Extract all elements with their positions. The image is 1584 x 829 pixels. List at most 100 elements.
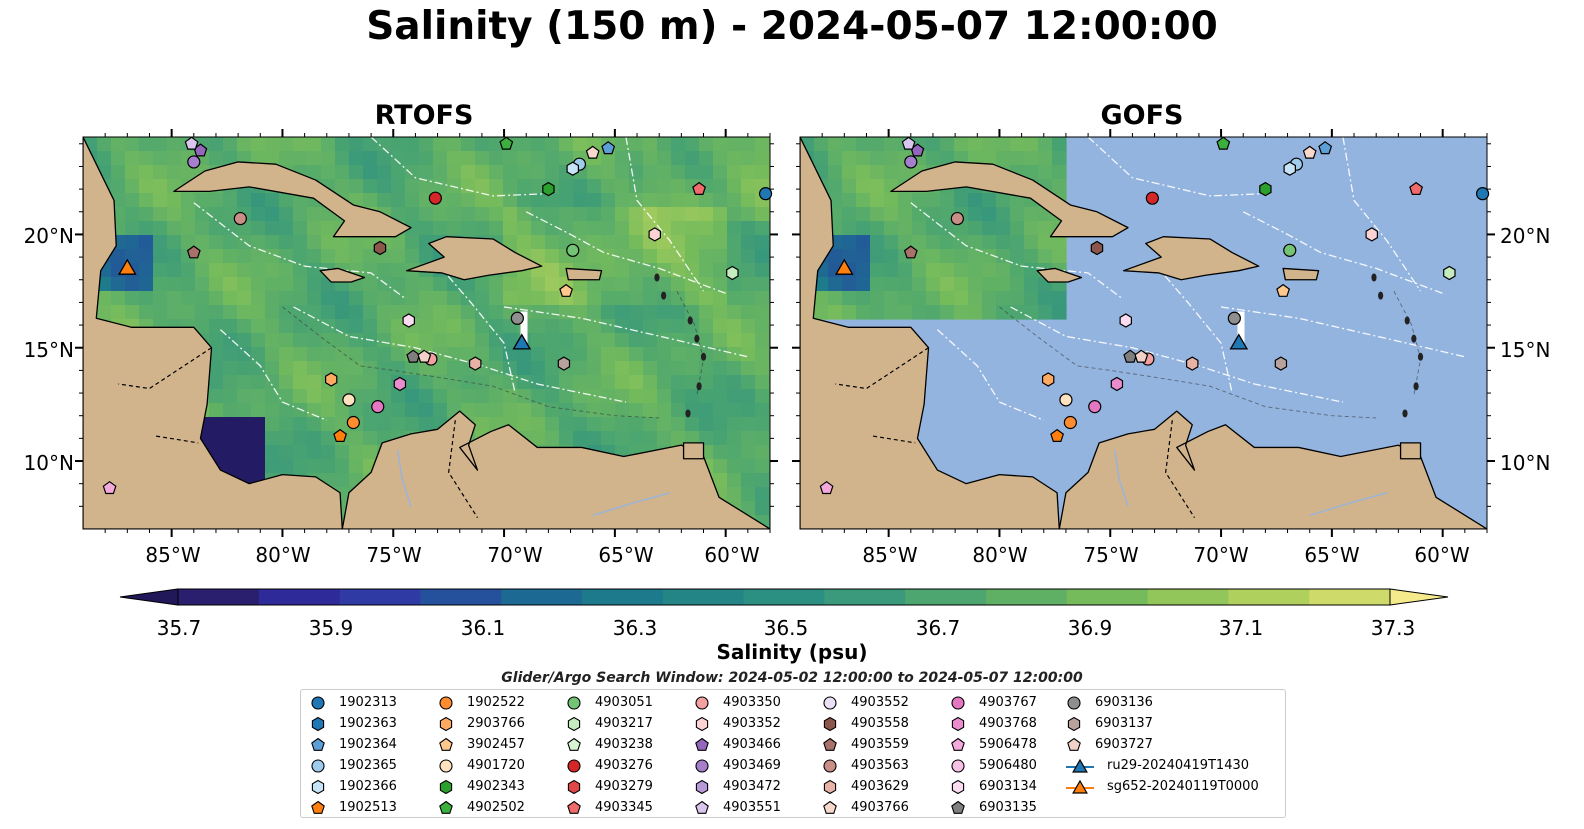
float-marker-1902522 bbox=[1063, 415, 1077, 430]
colorbar-tick-label: 36.9 bbox=[1067, 616, 1113, 640]
legend-marker-icon bbox=[439, 779, 453, 794]
colorbar-tick-label: 37.1 bbox=[1218, 616, 1264, 640]
lon-label-85w-left: 85°W bbox=[145, 543, 201, 567]
float-marker-4903345 bbox=[1409, 181, 1424, 195]
legend-marker-icon bbox=[695, 737, 709, 751]
float-marker-4903051 bbox=[1283, 243, 1297, 257]
legend-item: 5906480 bbox=[949, 755, 1037, 776]
float-marker-1902513 bbox=[333, 428, 348, 442]
legend-label: 1902366 bbox=[339, 779, 397, 794]
legend-item: 4903352 bbox=[693, 713, 781, 734]
legend-label: 4903629 bbox=[851, 779, 909, 794]
float-marker-4903768 bbox=[1110, 376, 1124, 392]
legend-label: 4903276 bbox=[595, 758, 653, 773]
glider-marker-ru29-20240419T1430 bbox=[512, 333, 532, 350]
lon-label-75w-left: 75°W bbox=[366, 543, 422, 567]
legend-item: 4903766 bbox=[821, 797, 909, 818]
legend-item: 1902363 bbox=[309, 713, 397, 734]
colorbar-tick-label: 36.3 bbox=[612, 616, 658, 640]
legend-marker-icon bbox=[439, 695, 453, 710]
float-marker-1902513 bbox=[1050, 428, 1065, 442]
lon-label-70w-right: 70°W bbox=[1193, 543, 1249, 567]
legend-marker-icon bbox=[1067, 695, 1081, 710]
legend-item: 4903469 bbox=[693, 755, 781, 776]
legend-item: sg652-20240119T0000 bbox=[1065, 776, 1259, 797]
legend-label: ru29-20240419T1430 bbox=[1107, 758, 1250, 773]
glider-marker-sg652-20240119T0000 bbox=[117, 258, 137, 275]
legend-label: 4903238 bbox=[595, 737, 653, 752]
legend-marker-icon bbox=[311, 758, 325, 773]
legend-item: 4903350 bbox=[693, 692, 781, 713]
legend-label: sg652-20240119T0000 bbox=[1107, 779, 1259, 794]
legend-item: 4903767 bbox=[949, 692, 1037, 713]
legend-marker-icon bbox=[567, 779, 581, 794]
float-marker-6903137 bbox=[1274, 356, 1288, 371]
legend-item: 4903276 bbox=[565, 755, 653, 776]
legend-label: 4901720 bbox=[467, 758, 525, 773]
float-marker-4903563 bbox=[233, 211, 247, 226]
legend-item: 4903768 bbox=[949, 713, 1037, 734]
float-marker-1902366 bbox=[1283, 161, 1297, 176]
float-marker-6903134 bbox=[1119, 313, 1133, 328]
legend-item: 1902513 bbox=[309, 797, 397, 818]
float-marker-6903137 bbox=[557, 356, 571, 371]
legend-marker-icon bbox=[951, 695, 965, 710]
legend-label: 4903217 bbox=[595, 716, 653, 731]
colorbar-segment bbox=[743, 589, 825, 605]
colorbar-segment bbox=[339, 589, 421, 605]
float-marker-4903469 bbox=[904, 155, 918, 169]
legend-label: 4903558 bbox=[851, 716, 909, 731]
colorbar-tick-label: 35.7 bbox=[156, 616, 202, 640]
float-marker-1902364 bbox=[601, 141, 616, 155]
colorbar-segment bbox=[258, 589, 341, 605]
float-marker-6903727 bbox=[1134, 349, 1149, 363]
float-marker-1902313 bbox=[758, 187, 773, 201]
float-marker-4903558 bbox=[373, 240, 387, 256]
float-marker-6903136 bbox=[1227, 311, 1241, 325]
legend-label: 4903051 bbox=[595, 695, 653, 710]
float-marker-3902457 bbox=[1276, 283, 1291, 297]
lon-label-80w-left: 80°W bbox=[255, 543, 311, 567]
legend-label: 4903469 bbox=[723, 758, 781, 773]
float-marker-4903276 bbox=[1145, 191, 1159, 205]
legend-marker-icon bbox=[695, 695, 709, 710]
legend-label: 4902343 bbox=[467, 779, 525, 794]
lon-label-85w-right: 85°W bbox=[862, 543, 918, 567]
legend-item: 4903466 bbox=[693, 734, 781, 755]
legend-marker-icon bbox=[951, 758, 965, 773]
colorbar-extend-high bbox=[1389, 588, 1449, 606]
legend-marker-icon bbox=[311, 695, 325, 710]
lon-label-60w-right: 60°W bbox=[1414, 543, 1470, 567]
glider-marker-ru29-20240419T1430 bbox=[1229, 333, 1249, 350]
float-marker-4903767 bbox=[371, 400, 385, 414]
legend-label: 1902364 bbox=[339, 737, 397, 752]
panel-title-rtofs: RTOFS bbox=[374, 100, 474, 131]
float-marker-6903134 bbox=[402, 313, 415, 328]
legend-label: 4903563 bbox=[851, 758, 909, 773]
float-marker-1902313 bbox=[1475, 187, 1490, 201]
lat-label-15n-right: 15°N bbox=[1500, 338, 1551, 362]
legend-label: 5906480 bbox=[979, 758, 1037, 773]
legend-label: 6903727 bbox=[1095, 737, 1153, 752]
legend-marker-icon bbox=[1066, 779, 1094, 794]
float-marker-4903766 bbox=[1302, 145, 1317, 159]
legend-marker-icon bbox=[567, 716, 581, 731]
colorbar-segment bbox=[824, 589, 906, 605]
legend-label: 6903136 bbox=[1095, 695, 1153, 710]
legend-item: 5906478 bbox=[949, 734, 1037, 755]
legend-label: 1902513 bbox=[339, 800, 397, 815]
legend-marker-icon bbox=[311, 737, 325, 751]
lat-label-10n-right: 10°N bbox=[1500, 451, 1551, 475]
float-marker-4903217 bbox=[1443, 265, 1456, 281]
legend-item: 1902365 bbox=[309, 755, 397, 776]
lon-label-65w-right: 65°W bbox=[1304, 543, 1360, 567]
legend-label: 1902365 bbox=[339, 758, 397, 773]
legend-marker-icon bbox=[695, 800, 709, 814]
float-marker-1902366 bbox=[566, 161, 580, 176]
legend-label: 4903552 bbox=[851, 695, 909, 710]
float-marker-4903767 bbox=[1088, 400, 1102, 414]
legend-item: 6903135 bbox=[949, 797, 1037, 818]
float-marker-4903469 bbox=[187, 155, 201, 169]
legend-marker-icon bbox=[695, 758, 709, 773]
